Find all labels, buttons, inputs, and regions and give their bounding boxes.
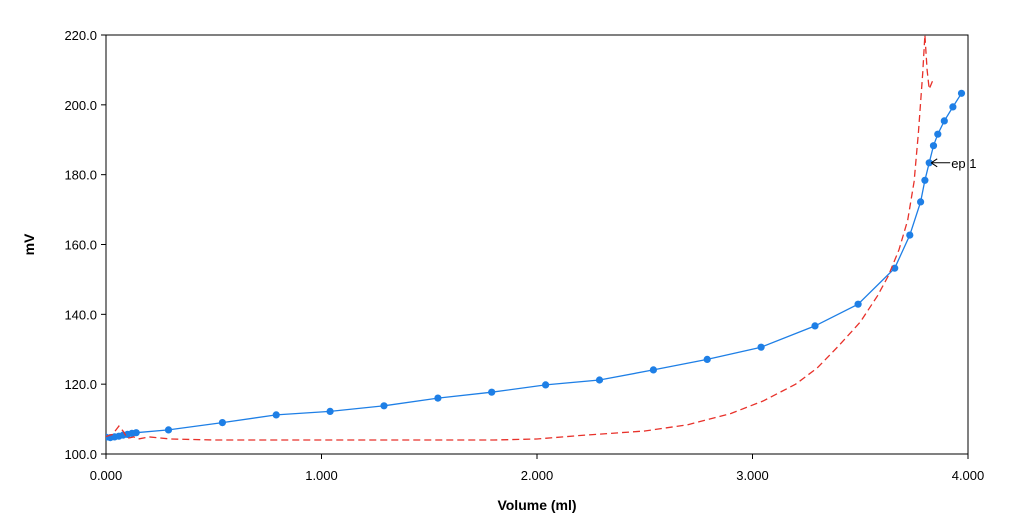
y-tick-label: 180.0 <box>64 168 97 183</box>
y-tick-label: 200.0 <box>64 98 97 113</box>
data-point <box>434 394 442 402</box>
data-point <box>542 381 550 389</box>
plot-area <box>105 34 969 455</box>
series-1 <box>106 34 935 441</box>
data-point <box>595 376 604 384</box>
data-point <box>164 426 173 434</box>
annotation-arrow-head <box>930 158 938 168</box>
data-point <box>380 402 388 410</box>
x-tick-label: 3.000 <box>736 468 769 483</box>
y-axis-title: mV <box>21 233 37 255</box>
data-point <box>925 159 933 167</box>
data-point <box>272 411 280 419</box>
y-tick-label: 220.0 <box>64 28 97 43</box>
x-tick-label: 2.000 <box>521 468 554 483</box>
data-point <box>649 366 658 374</box>
data-point <box>891 264 899 272</box>
data-point <box>934 130 942 138</box>
y-tick-label: 160.0 <box>64 238 97 253</box>
y-axis: 100.0 120.0 140.0 160.0 180.0 200.0 220.0 <box>64 28 106 462</box>
series-0 <box>106 89 966 442</box>
x-axis: 0.000 1.000 2.000 3.000 4.000 <box>90 454 985 483</box>
data-point <box>218 419 226 427</box>
x-tick-label: 0.000 <box>90 468 123 483</box>
data-point <box>757 343 765 351</box>
x-tick-label: 1.000 <box>305 468 338 483</box>
data-point <box>811 322 819 330</box>
y-tick-label: 120.0 <box>64 377 97 392</box>
series-line <box>106 34 935 441</box>
series-layer <box>106 34 966 442</box>
x-tick-label: 4.000 <box>952 468 985 483</box>
data-point <box>940 117 948 125</box>
data-point <box>132 429 140 437</box>
endpoint-label: ep 1 <box>951 156 976 171</box>
data-point <box>921 176 929 184</box>
data-point <box>917 198 925 206</box>
data-point <box>488 388 496 396</box>
y-tick-label: 140.0 <box>64 307 97 322</box>
data-point <box>703 355 711 363</box>
data-point <box>906 231 914 239</box>
data-point <box>957 89 966 97</box>
annotation-layer: ep 1 <box>930 156 977 171</box>
data-point <box>326 407 334 415</box>
data-point <box>929 142 938 150</box>
data-point <box>949 103 957 111</box>
y-tick-label: 100.0 <box>64 447 97 462</box>
x-axis-title: Volume (ml) <box>497 497 576 513</box>
data-point <box>854 300 862 308</box>
